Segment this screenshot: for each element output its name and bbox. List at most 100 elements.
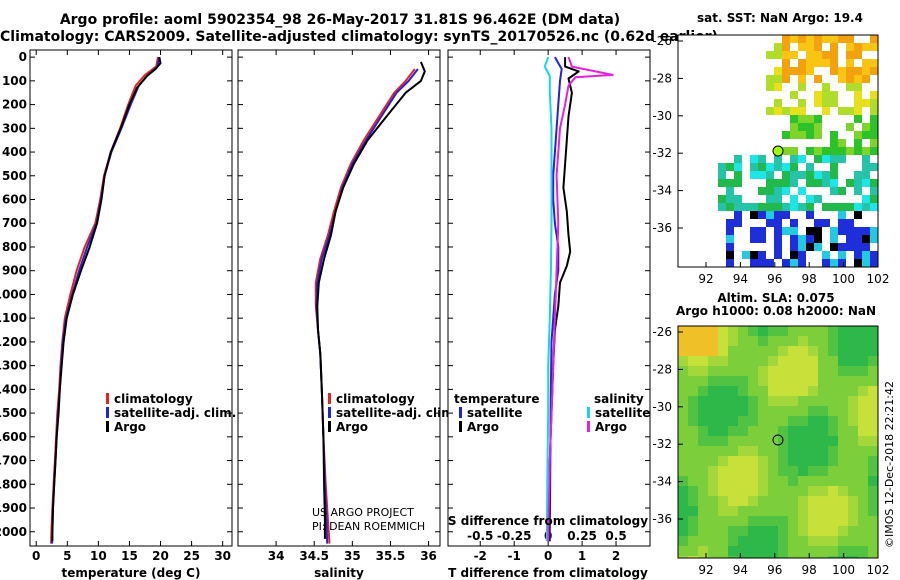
sst-cell [806,163,814,171]
sla-cell [788,536,798,546]
sla-cell [708,436,718,446]
sst-cell [870,195,878,203]
sst-cell [862,259,870,267]
sla-cell [838,446,848,456]
sla-cell [718,366,728,376]
sla-cell [808,486,818,496]
sla-cell [828,516,838,526]
sst-cell [830,35,838,43]
sla-cell [868,516,878,526]
sst-cell [774,219,782,227]
sla-cell [718,546,728,556]
sst-cell [854,51,862,59]
sla-cell [808,346,818,356]
sla-cell [768,486,778,496]
sst-cell [766,219,774,227]
sla-cell [858,356,868,366]
sst-cell [846,75,854,83]
depth-tick-label: 1600 [0,430,27,444]
legend-title-salinity: salinity [594,392,644,406]
latitude-tick-label: -34 [652,184,672,198]
sla-cell [838,336,848,346]
sst-cell [814,51,822,59]
sla-cell [828,366,838,376]
sla-cell [868,366,878,376]
sla-cell [698,536,708,546]
sst-cell [782,203,790,211]
sla-cell [798,546,808,556]
longitude-tick-label: 94 [733,272,748,286]
sla-cell [748,446,758,456]
sst-cell [782,211,790,219]
sla-cell [728,446,738,456]
sst-cell [870,203,878,211]
sla-cell [838,376,848,386]
sst-cell [854,43,862,51]
sla-cell [848,416,858,426]
sst-cell [790,131,798,139]
x-tick-label: 25 [183,549,200,563]
sla-cell [688,356,698,366]
sla-cell [768,446,778,456]
sla-cell [808,366,818,376]
sst-cell [798,115,806,123]
sla-cell [858,516,868,526]
sst-cell [814,43,822,51]
sst-cell [814,171,822,179]
sst-cell [854,203,862,211]
sla-cell [748,436,758,446]
sla-cell [868,376,878,386]
sla-cell [768,416,778,426]
argo-position-marker [772,145,784,157]
sst-cell [726,203,734,211]
sla-cell [868,336,878,346]
sst-cell [822,147,830,155]
sla-cell [678,376,688,386]
sla-cell [778,376,788,386]
sst-cell [790,251,798,259]
sla-cell [868,386,878,396]
sla-cell [788,366,798,376]
sla-cell [808,396,818,406]
sst-cell [758,211,766,219]
sst-cell [870,67,878,75]
sla-cell [688,346,698,356]
sla-cell [688,386,698,396]
sla-cell [738,436,748,446]
sst-cell [854,75,862,83]
sst-cell [790,67,798,75]
sla-cell [708,446,718,456]
sst-cell [774,75,782,83]
depth-tick-label: 100 [2,74,27,88]
sst-cell [806,203,814,211]
sla-cell [798,396,808,406]
sla-cell [778,526,788,536]
longitude-tick-label: 92 [698,563,713,577]
x-tick-label: 5 [63,549,71,563]
sla-cell [858,376,868,386]
sla-cell [738,386,748,396]
sst-cell [806,171,814,179]
sla-cell [698,556,708,558]
sla-cell [748,396,758,406]
sla-cell [798,406,808,416]
sst-cell [798,83,806,91]
sst-cell [766,51,774,59]
sla-cell [768,536,778,546]
sla-cell [808,546,818,556]
sla-cell [688,556,698,558]
sla-cell [828,546,838,556]
sst-cell [854,139,862,147]
x-tick-label: 0 [32,549,40,563]
sla-cell [688,446,698,456]
sla-cell [868,536,878,546]
sla-cell [848,436,858,446]
sla-cell [728,526,738,536]
imos-stamp: ©IMOS 12-Dec-2018 22:21:42 [883,381,896,548]
depth-tick-label: 1500 [0,406,27,420]
sst-cell [830,59,838,67]
sla-cell [758,406,768,416]
sla-cell [738,346,748,356]
sst-cell [790,115,798,123]
salinity-xlabel: salinity [314,566,364,580]
